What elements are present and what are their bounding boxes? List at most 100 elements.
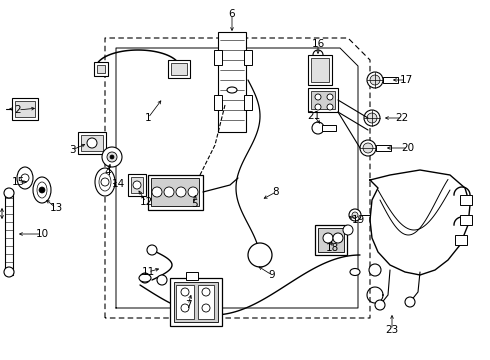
Bar bbox=[81, 135, 103, 151]
Text: 7: 7 bbox=[185, 300, 191, 310]
Bar bbox=[15, 101, 35, 117]
Bar bbox=[244, 50, 252, 65]
Circle shape bbox=[375, 300, 385, 310]
Circle shape bbox=[181, 288, 189, 296]
Circle shape bbox=[188, 187, 198, 197]
Bar bbox=[151, 178, 199, 206]
Bar bbox=[148, 175, 203, 210]
Circle shape bbox=[87, 138, 97, 148]
Bar bbox=[5, 190, 13, 275]
Circle shape bbox=[202, 288, 210, 296]
Bar bbox=[97, 65, 105, 73]
Circle shape bbox=[164, 187, 174, 197]
Text: 17: 17 bbox=[399, 75, 413, 85]
Bar bbox=[383, 77, 398, 83]
Bar bbox=[176, 285, 194, 319]
Ellipse shape bbox=[227, 87, 237, 93]
Circle shape bbox=[367, 72, 383, 88]
Bar bbox=[460, 195, 472, 205]
Circle shape bbox=[333, 233, 343, 243]
Ellipse shape bbox=[99, 173, 111, 191]
Text: 12: 12 bbox=[139, 197, 152, 207]
Bar bbox=[214, 95, 222, 110]
Circle shape bbox=[343, 225, 353, 235]
Text: 21: 21 bbox=[307, 111, 320, 121]
Circle shape bbox=[349, 209, 361, 221]
Circle shape bbox=[39, 187, 45, 193]
Circle shape bbox=[323, 233, 333, 243]
Text: 22: 22 bbox=[395, 113, 409, 123]
Bar bbox=[78, 132, 106, 154]
Bar bbox=[308, 88, 338, 112]
Bar bbox=[308, 55, 332, 85]
Circle shape bbox=[21, 174, 29, 182]
Circle shape bbox=[147, 245, 157, 255]
Circle shape bbox=[4, 267, 14, 277]
Circle shape bbox=[248, 243, 272, 267]
Text: 15: 15 bbox=[11, 177, 24, 187]
Text: 2: 2 bbox=[15, 105, 21, 115]
Bar bbox=[198, 285, 214, 319]
Bar bbox=[94, 62, 108, 76]
Ellipse shape bbox=[350, 269, 360, 275]
Text: 20: 20 bbox=[401, 143, 415, 153]
Circle shape bbox=[4, 188, 14, 198]
Bar bbox=[311, 58, 329, 82]
Bar bbox=[322, 125, 336, 131]
Circle shape bbox=[363, 143, 373, 153]
Text: 3: 3 bbox=[69, 145, 75, 155]
Text: 11: 11 bbox=[142, 267, 155, 277]
Ellipse shape bbox=[139, 274, 151, 282]
Circle shape bbox=[101, 178, 109, 186]
Text: 23: 23 bbox=[385, 325, 399, 335]
Circle shape bbox=[107, 152, 117, 162]
Text: 16: 16 bbox=[311, 39, 325, 49]
Circle shape bbox=[312, 122, 324, 134]
Circle shape bbox=[140, 273, 150, 283]
Bar bbox=[315, 225, 347, 255]
Text: 6: 6 bbox=[229, 9, 235, 19]
Bar bbox=[170, 278, 222, 326]
Ellipse shape bbox=[37, 182, 47, 198]
Circle shape bbox=[369, 264, 381, 276]
Ellipse shape bbox=[95, 168, 115, 196]
Bar bbox=[171, 63, 187, 75]
Circle shape bbox=[367, 113, 377, 123]
Ellipse shape bbox=[33, 177, 51, 203]
Text: 14: 14 bbox=[111, 179, 124, 189]
Bar bbox=[455, 235, 467, 245]
Circle shape bbox=[176, 187, 186, 197]
Text: 4: 4 bbox=[105, 167, 111, 177]
Text: 13: 13 bbox=[49, 203, 63, 213]
Circle shape bbox=[364, 110, 380, 126]
Circle shape bbox=[181, 304, 189, 312]
Text: 8: 8 bbox=[273, 187, 279, 197]
Circle shape bbox=[315, 104, 321, 110]
Circle shape bbox=[360, 140, 376, 156]
Circle shape bbox=[370, 75, 380, 85]
Bar bbox=[12, 98, 38, 120]
Circle shape bbox=[157, 275, 167, 285]
Bar bbox=[131, 177, 143, 193]
Text: 18: 18 bbox=[325, 243, 339, 253]
Bar bbox=[311, 91, 335, 109]
Ellipse shape bbox=[17, 167, 33, 189]
Circle shape bbox=[133, 181, 141, 189]
Text: 9: 9 bbox=[269, 270, 275, 280]
Bar bbox=[218, 32, 246, 132]
Text: 1: 1 bbox=[145, 113, 151, 123]
Bar bbox=[174, 282, 218, 322]
Text: 19: 19 bbox=[351, 215, 365, 225]
Text: 5: 5 bbox=[191, 199, 197, 209]
Text: 10: 10 bbox=[35, 229, 49, 239]
Circle shape bbox=[327, 94, 333, 100]
Bar bbox=[244, 95, 252, 110]
Circle shape bbox=[152, 187, 162, 197]
Bar bbox=[168, 60, 190, 78]
Circle shape bbox=[110, 155, 114, 159]
Bar bbox=[128, 174, 146, 196]
Circle shape bbox=[315, 94, 321, 100]
Circle shape bbox=[202, 304, 210, 312]
Circle shape bbox=[352, 212, 358, 218]
Circle shape bbox=[327, 104, 333, 110]
